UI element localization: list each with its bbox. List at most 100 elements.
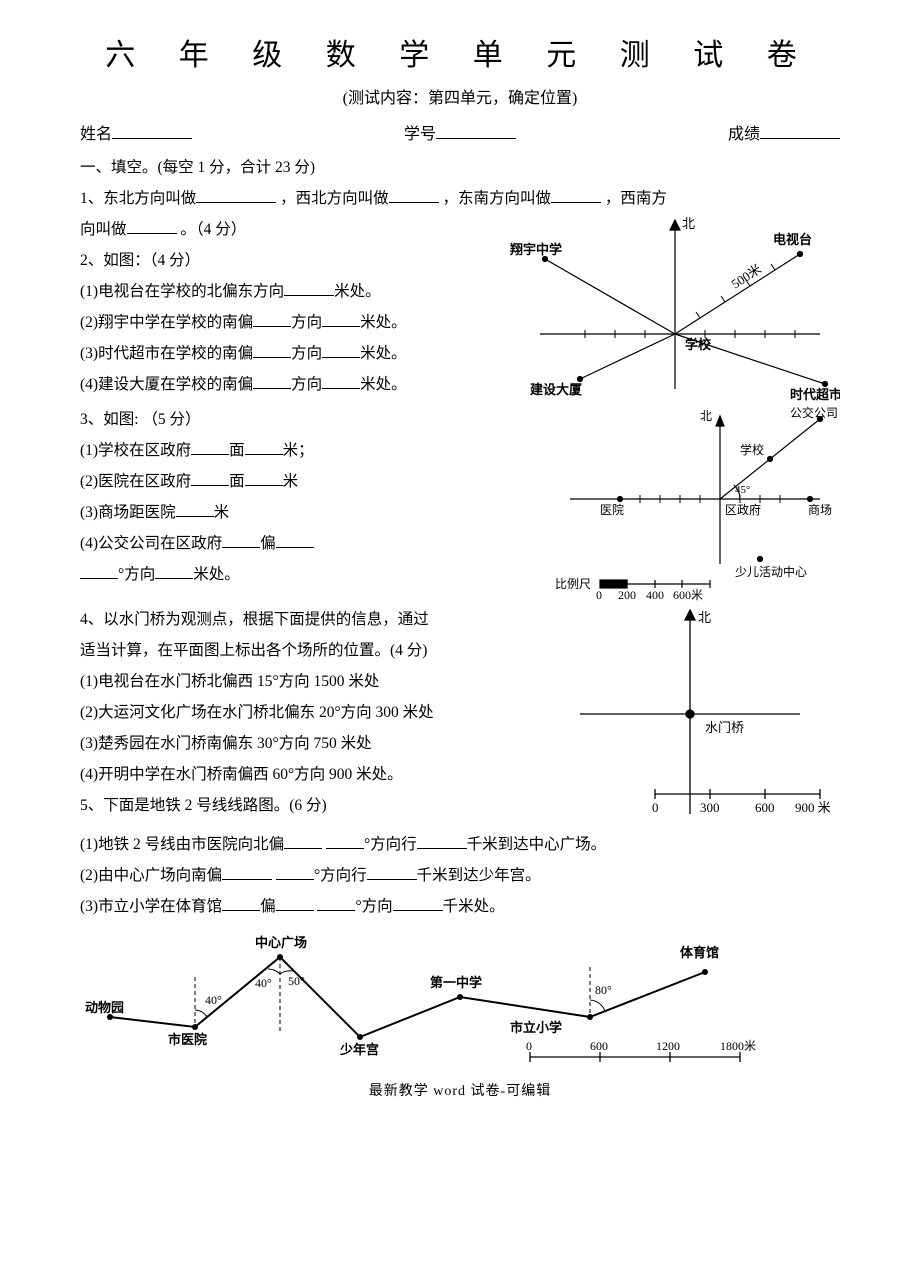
- fig5-t1800: 1800米: [720, 1039, 756, 1053]
- fig5-t0: 0: [526, 1039, 532, 1053]
- q5-3d: 千米处。: [443, 898, 505, 915]
- q3-4-b1[interactable]: [222, 532, 260, 549]
- q5-2-b1[interactable]: [222, 864, 272, 881]
- label-id: 学号: [404, 126, 436, 143]
- q2-3-b2[interactable]: [322, 342, 360, 359]
- q2-2-b1[interactable]: [253, 311, 291, 328]
- q3-3b: 米: [214, 504, 230, 521]
- q4-1: (1)电视台在水门桥北偏西 15°方向 1500 米处: [80, 666, 560, 697]
- q2-4-b2[interactable]: [322, 373, 360, 390]
- label-name: 姓名: [80, 126, 112, 143]
- q2-3a: (3)时代超市在学校的南偏: [80, 345, 253, 362]
- fig5-a40b: 40°: [255, 976, 272, 990]
- q1c: ，东南方向叫做: [443, 190, 552, 207]
- q3-4-b2[interactable]: [276, 532, 314, 549]
- fig3-hospital: 医院: [600, 503, 624, 517]
- fig5-plaza: 中心广场: [255, 935, 307, 950]
- q2-head: 2、如图：（4 分）: [80, 245, 500, 276]
- blank-score[interactable]: [760, 122, 840, 139]
- fig3-t600: 600米: [673, 588, 703, 602]
- figure-2: 北 电视台 翔宇中学 学校 时代超市 建设大厦 500米: [500, 214, 840, 404]
- q5-1-b2[interactable]: [326, 833, 364, 850]
- q1-blank3[interactable]: [551, 187, 601, 204]
- q4-head1: 4、以水门桥为观测点，根据下面提供的信息，通过: [80, 604, 560, 635]
- fig5-zoo: 动物园: [85, 1000, 124, 1015]
- fig5-t1200: 1200: [656, 1039, 680, 1053]
- q3-2-b2[interactable]: [245, 470, 283, 487]
- q2-2a: (2)翔宇中学在学校的南偏: [80, 314, 253, 331]
- label-score: 成绩: [728, 126, 760, 143]
- q2-3b: 方向: [291, 345, 322, 362]
- fig2-school: 翔宇中学: [509, 242, 562, 257]
- fig2-center: 学校: [685, 337, 712, 352]
- q1f: 。（4 分）: [180, 221, 246, 238]
- fig4-t600: 600: [755, 800, 775, 815]
- q2-4c: 米处。: [360, 376, 407, 393]
- q5-3-b3[interactable]: [317, 895, 355, 912]
- q3-2a: (2)医院在区政府: [80, 473, 191, 490]
- q1b: ，西北方向叫做: [280, 190, 389, 207]
- fig2-building: 建设大厦: [530, 382, 583, 397]
- fig5-t600: 600: [590, 1039, 608, 1053]
- q5-1-b1[interactable]: [284, 833, 322, 850]
- q3-3-b1[interactable]: [176, 501, 214, 518]
- fig3-mall: 商场: [808, 502, 832, 517]
- q2-2b: 方向: [291, 314, 322, 331]
- q1-blank1[interactable]: [196, 187, 276, 204]
- q5-3a: (3)市立小学在体育馆: [80, 898, 222, 915]
- q3-head: 3、如图: （5 分）: [80, 404, 510, 435]
- q2-2-b2[interactable]: [322, 311, 360, 328]
- figure-5: 动物园 市医院 中心广场 少年宫 第一中学 市立小学 体育馆 40° 40° 5…: [80, 922, 820, 1072]
- page-title: 六 年 级 数 学 单 元 测 试 卷: [80, 30, 840, 74]
- q5-2-b2[interactable]: [276, 864, 314, 881]
- q5-3-b4[interactable]: [393, 895, 443, 912]
- fig3-north: 北: [700, 409, 712, 423]
- fig5-hospital: 市医院: [168, 1032, 207, 1047]
- q4-2: (2)大运河文化广场在水门桥北偏东 20°方向 300 米处: [80, 697, 560, 728]
- q3-5b: 米处。: [193, 566, 240, 583]
- fig5-a80: 80°: [595, 983, 612, 997]
- fig3-angle: 45°: [735, 484, 750, 496]
- fig3-gov: 区政府: [725, 502, 761, 517]
- fig5-a40: 40°: [205, 993, 222, 1007]
- q2-1a: (1)电视台在学校的北偏东方向: [80, 283, 284, 300]
- fig2-north: 北: [682, 216, 695, 231]
- fig5-a50: 50°: [288, 974, 305, 988]
- q5-2-b3[interactable]: [367, 864, 417, 881]
- blank-name[interactable]: [112, 122, 192, 139]
- q3-4b: 偏: [260, 535, 276, 552]
- q2-4-b1[interactable]: [253, 373, 291, 390]
- footer: 最新教学 word 试卷-可编辑: [80, 1080, 840, 1100]
- q3-1-b1[interactable]: [191, 439, 229, 456]
- q1a: 1、东北方向叫做: [80, 190, 196, 207]
- q3-2-b1[interactable]: [191, 470, 229, 487]
- q5-1-b3[interactable]: [417, 833, 467, 850]
- q5-head: 5、下面是地铁 2 号线线路图。(6 分): [80, 790, 560, 821]
- q3-5-b2[interactable]: [155, 563, 193, 580]
- q1-blank4[interactable]: [127, 218, 177, 235]
- q3-2c: 米: [283, 473, 299, 490]
- q1-blank2[interactable]: [389, 187, 439, 204]
- fig4-t0: 0: [652, 800, 659, 815]
- figure-3: 北 学校 公交公司 区政府 商场 医院 45° 少儿活动中心 比例尺 0 200…: [510, 404, 840, 604]
- fig2-dist: 500米: [728, 261, 763, 291]
- q1-line1: 1、东北方向叫做 ，西北方向叫做 ，东南方向叫做 ，西南方: [80, 183, 840, 214]
- q3-3a: (3)商场距医院: [80, 504, 176, 521]
- q2-1-blank[interactable]: [284, 280, 334, 297]
- blank-id[interactable]: [436, 122, 516, 139]
- fig4-t300: 300: [700, 800, 720, 815]
- q4-4: (4)开明中学在水门桥南偏西 60°方向 900 米处。: [80, 759, 560, 790]
- fig3-scale: 比例尺: [555, 577, 591, 591]
- q3-4a: (4)公交公司在区政府: [80, 535, 222, 552]
- q2-1b: 米处。: [334, 283, 381, 300]
- q3-1-b2[interactable]: [245, 439, 283, 456]
- header-row: 姓名 学号 成绩: [80, 120, 840, 144]
- q5-1b: °方向行: [364, 836, 417, 853]
- q1d: ，西南方: [605, 190, 667, 207]
- q2-3-b1[interactable]: [253, 342, 291, 359]
- fig5-youth: 少年宫: [339, 1042, 379, 1057]
- q4-3: (3)楚秀园在水门桥南偏东 30°方向 750 米处: [80, 728, 560, 759]
- q5-3-b1[interactable]: [222, 895, 260, 912]
- q3-5-b1[interactable]: [80, 563, 118, 580]
- q5-3-b2[interactable]: [276, 895, 314, 912]
